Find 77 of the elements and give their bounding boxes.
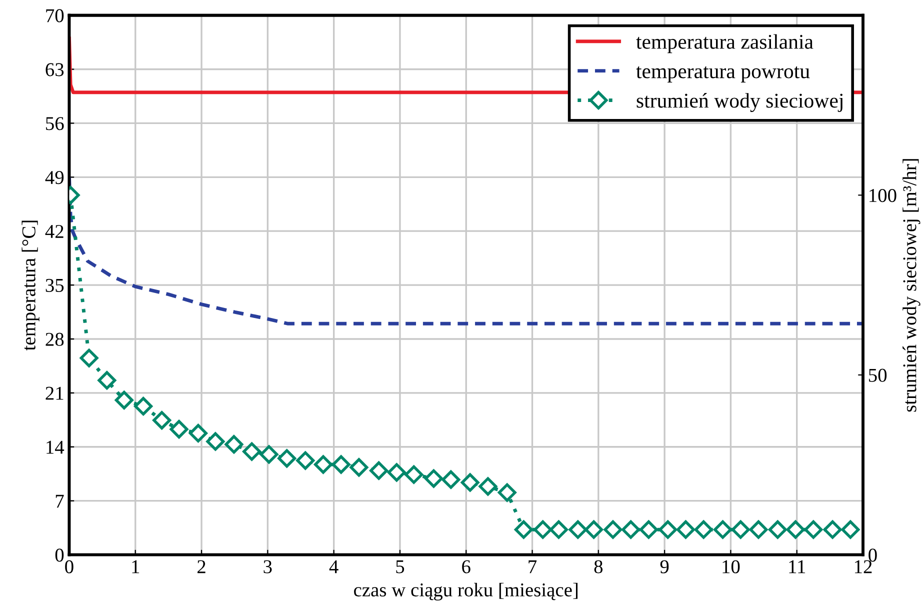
x-tick-label: 4 <box>329 560 338 574</box>
point <box>114 390 134 410</box>
y-tick-label: 42 <box>45 224 64 238</box>
point <box>387 463 406 482</box>
point <box>768 520 787 539</box>
x-tick-label: 3 <box>264 560 272 574</box>
y-tick-label: 21 <box>46 386 64 400</box>
x-tick-label: 10 <box>722 560 740 574</box>
point <box>134 396 153 416</box>
point <box>549 520 568 539</box>
point <box>242 442 262 461</box>
point <box>714 520 732 539</box>
x-tick-label: 5 <box>396 560 404 574</box>
x-tick-label: 1 <box>132 560 140 574</box>
point <box>676 520 695 539</box>
x-tick-label: 8 <box>594 560 603 574</box>
x-tick-label: 2 <box>198 560 206 574</box>
y-tick-label: 56 <box>46 117 64 130</box>
point <box>206 432 225 451</box>
point <box>278 449 296 468</box>
legend-label: temperatura zasilania <box>636 34 814 54</box>
y-tick-label: 35 <box>46 278 64 292</box>
y-tick-label: 0 <box>55 548 64 562</box>
x-tick-label: 7 <box>528 560 537 574</box>
point <box>442 470 460 489</box>
point <box>260 445 278 464</box>
y2-tick-label: 100 <box>870 188 896 202</box>
y-tick-label: 14 <box>46 440 64 454</box>
x-tick-label: 0 <box>65 560 74 574</box>
point <box>188 424 208 442</box>
legend-label: temperatura powrotu <box>636 66 810 83</box>
x-tick-label: 9 <box>660 560 669 574</box>
x-tick-label: 6 <box>462 560 470 574</box>
y-axis-title: temperatura [°C] <box>22 220 40 351</box>
y2-axis-title: strumień wody sieciowej [m³/hr] <box>902 159 920 412</box>
point <box>639 520 658 539</box>
y-tick-label: 70 <box>46 9 64 22</box>
point <box>534 520 552 539</box>
point <box>404 465 424 484</box>
y-tick-label: 28 <box>46 332 64 346</box>
point <box>424 469 443 488</box>
point <box>514 520 533 539</box>
x-axis-title: czas w ciągu roku [miesiące] <box>354 582 578 601</box>
point <box>80 348 98 368</box>
point <box>152 411 172 430</box>
point <box>478 477 498 496</box>
point <box>296 451 315 470</box>
x-tick-label: 12 <box>854 560 872 574</box>
legend-label: strumień wody sieciowej <box>636 93 842 112</box>
point <box>460 473 480 492</box>
point <box>731 520 750 539</box>
point <box>332 455 350 474</box>
point <box>498 483 516 502</box>
point <box>694 520 713 539</box>
point <box>841 520 860 539</box>
x-tick-label: 11 <box>789 560 806 574</box>
y-tick-label: 63 <box>46 63 64 76</box>
point <box>370 461 388 480</box>
point <box>604 520 622 539</box>
point <box>749 520 768 539</box>
point <box>786 520 805 539</box>
point <box>584 520 604 539</box>
y-tick-label: 49 <box>45 171 64 184</box>
point <box>350 458 368 477</box>
y2-tick-label: 50 <box>868 368 887 382</box>
point <box>823 520 842 539</box>
point <box>568 520 588 539</box>
point <box>622 520 640 539</box>
y2-tick-label: 0 <box>868 548 877 562</box>
point <box>224 435 244 454</box>
y-tick-label: 7 <box>56 494 64 508</box>
point <box>804 520 823 539</box>
point <box>98 371 116 390</box>
line-series <box>69 175 864 326</box>
point <box>658 520 678 539</box>
point <box>314 455 332 474</box>
point <box>170 420 188 438</box>
